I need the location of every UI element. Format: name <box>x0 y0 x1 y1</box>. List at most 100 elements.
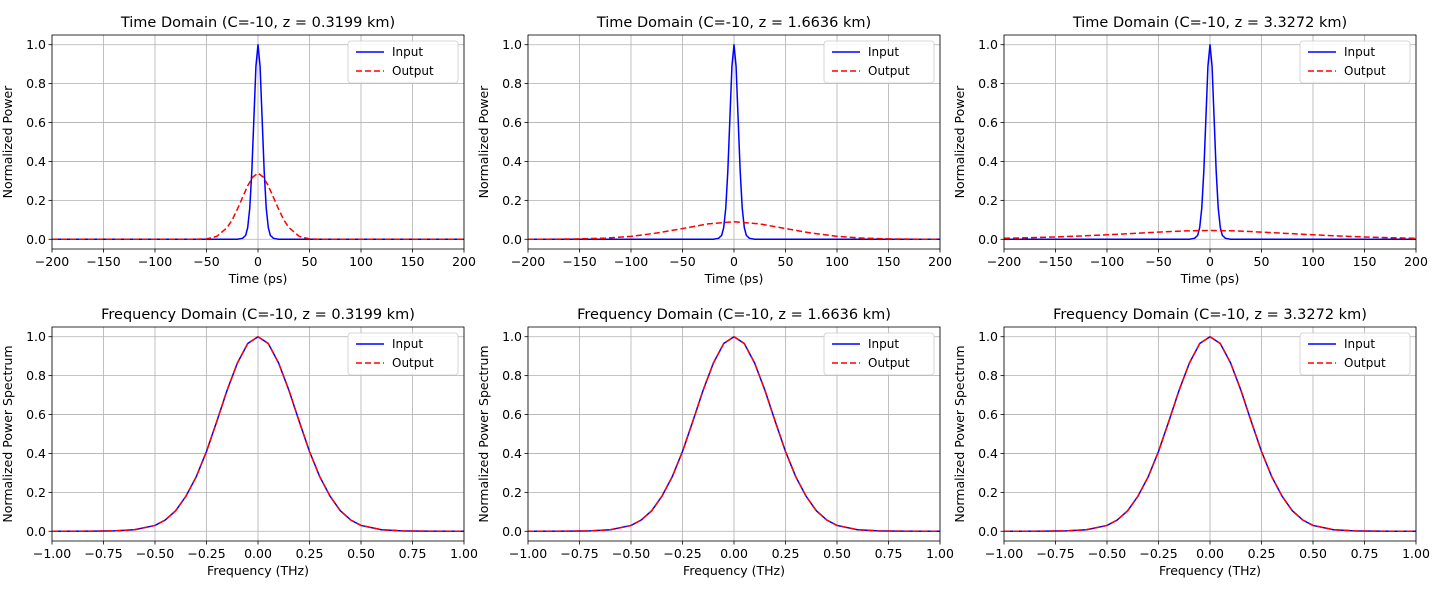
x-tick-label: −0.50 <box>612 546 650 561</box>
series-line-input <box>52 43 464 241</box>
x-tick-label: 0.75 <box>1351 546 1379 561</box>
y-tick-label: 0.2 <box>26 485 46 500</box>
y-axis-label: Normalized Power <box>952 85 967 199</box>
x-tick-label: −100 <box>1090 254 1124 269</box>
subplot-5: −1.00 −0.75 −0.50 −0.25 0.00 0.25 0.50 0.75 1.00… <box>476 307 954 578</box>
chart-title: Frequency Domain (C=-10, z = 3.3272 km) <box>1053 307 1367 323</box>
x-tick-label: 0 <box>1206 254 1214 269</box>
legend: Input Output <box>1299 332 1411 376</box>
x-axis-label: Frequency (THz) <box>207 563 309 578</box>
legend: Input Output <box>347 332 459 376</box>
legend-entry-output: Output <box>868 64 910 78</box>
y-tick-label: 0.8 <box>978 76 998 91</box>
x-axis-label: Time (ps) <box>228 271 288 286</box>
x-axis-label: Frequency (THz) <box>1159 563 1261 578</box>
x-tick-label: −100 <box>614 254 648 269</box>
legend: Input Output <box>347 40 459 84</box>
subplot-4: −1.00 −0.75 −0.50 −0.25 0.00 0.25 0.50 0.75 1.00… <box>0 307 478 578</box>
y-tick-label: 0.6 <box>978 115 998 130</box>
x-tick-label: 150 <box>877 254 901 269</box>
x-tick-label: 0.25 <box>1248 546 1276 561</box>
y-tick-label: 0.4 <box>502 154 522 169</box>
y-tick-label: 0.8 <box>26 76 46 91</box>
chart-title: Frequency Domain (C=-10, z = 0.3199 km) <box>101 307 415 323</box>
chart-title: Time Domain (C=-10, z = 3.3272 km) <box>1072 15 1347 31</box>
y-tick-label: 0.8 <box>502 368 522 383</box>
y-axis-label: Normalized Power Spectrum <box>476 345 491 522</box>
x-tick-label: 100 <box>825 254 849 269</box>
series-line-output <box>527 335 941 533</box>
x-tick-label: 0.50 <box>1299 546 1327 561</box>
x-tick-label: −50 <box>1145 254 1171 269</box>
x-tick-label: 0.00 <box>720 546 748 561</box>
series-line-output <box>51 335 465 533</box>
x-tick-label: 100 <box>1301 254 1325 269</box>
x-tick-label: 200 <box>452 254 476 269</box>
subplot-6: −1.00 −0.75 −0.50 −0.25 0.00 0.25 0.50 0.75 1.00… <box>952 307 1430 578</box>
x-tick-label: −1.00 <box>33 546 71 561</box>
x-tick-label: 0.00 <box>244 546 272 561</box>
y-tick-label: 0.6 <box>502 115 522 130</box>
x-tick-label: 50 <box>1254 254 1270 269</box>
series-line-output <box>527 221 941 241</box>
x-axis-label: Time (ps) <box>1180 271 1240 286</box>
legend-entry-input: Input <box>392 45 423 59</box>
legend-entry-input: Input <box>868 45 899 59</box>
x-tick-label: 200 <box>1404 254 1428 269</box>
y-tick-label: 0.2 <box>978 193 998 208</box>
x-tick-label: −0.75 <box>1036 546 1074 561</box>
y-tick-label: 0.4 <box>978 446 998 461</box>
legend: Input Output <box>823 332 935 376</box>
y-tick-label: 0.0 <box>978 524 998 539</box>
x-tick-label: 0.00 <box>1196 546 1224 561</box>
x-tick-label: −0.25 <box>1139 546 1177 561</box>
legend-entry-output: Output <box>392 356 434 370</box>
y-tick-label: 0.0 <box>26 524 46 539</box>
legend-entry-input: Input <box>1344 45 1375 59</box>
x-tick-label: 0.50 <box>347 546 375 561</box>
y-tick-label: 0.6 <box>502 407 522 422</box>
y-tick-label: 0.8 <box>502 76 522 91</box>
x-tick-label: −100 <box>138 254 172 269</box>
y-axis-label: Normalized Power Spectrum <box>0 345 15 522</box>
x-tick-label: 150 <box>1353 254 1377 269</box>
series-line-input <box>528 43 940 241</box>
legend-entry-output: Output <box>868 356 910 370</box>
x-tick-label: −150 <box>86 254 120 269</box>
x-tick-label: −0.25 <box>663 546 701 561</box>
y-tick-label: 0.6 <box>26 407 46 422</box>
x-tick-label: −150 <box>1038 254 1072 269</box>
legend: Input Output <box>1299 40 1411 84</box>
x-tick-label: −1.00 <box>985 546 1023 561</box>
x-tick-label: 0.25 <box>296 546 324 561</box>
subplot-3: −200 −150 −100 −50 0 50 100 150 200 0.0 0.2 0.4 0.6 0… <box>952 15 1428 286</box>
x-tick-label: 0.75 <box>399 546 427 561</box>
x-tick-label: 1.00 <box>450 546 478 561</box>
legend-entry-output: Output <box>392 64 434 78</box>
x-tick-label: −150 <box>562 254 596 269</box>
y-tick-label: 0.4 <box>26 154 46 169</box>
y-tick-label: 0.4 <box>26 446 46 461</box>
x-tick-label: −50 <box>669 254 695 269</box>
subplot-2: −200 −150 −100 −50 0 50 100 150 200 0.0 0.2 0.4 0.6 0… <box>476 15 952 286</box>
y-tick-label: 0.0 <box>502 232 522 247</box>
legend-entry-output: Output <box>1344 64 1386 78</box>
y-tick-label: 0.2 <box>502 193 522 208</box>
x-tick-label: −50 <box>193 254 219 269</box>
x-tick-label: −0.25 <box>187 546 225 561</box>
x-tick-label: 200 <box>928 254 952 269</box>
x-tick-label: −1.00 <box>509 546 547 561</box>
y-tick-label: 0.0 <box>502 524 522 539</box>
x-tick-label: 0.50 <box>823 546 851 561</box>
y-tick-label: 0.0 <box>978 232 998 247</box>
y-tick-label: 1.0 <box>26 37 46 52</box>
x-tick-label: −0.75 <box>84 546 122 561</box>
x-tick-label: 150 <box>401 254 425 269</box>
x-tick-label: 0 <box>254 254 262 269</box>
series-line-output <box>1003 335 1417 533</box>
y-tick-label: 0.4 <box>502 446 522 461</box>
chart-title: Time Domain (C=-10, z = 1.6636 km) <box>596 15 871 31</box>
chart-title: Time Domain (C=-10, z = 0.3199 km) <box>120 15 395 31</box>
x-axis-label: Time (ps) <box>704 271 764 286</box>
x-tick-label: −0.50 <box>136 546 174 561</box>
